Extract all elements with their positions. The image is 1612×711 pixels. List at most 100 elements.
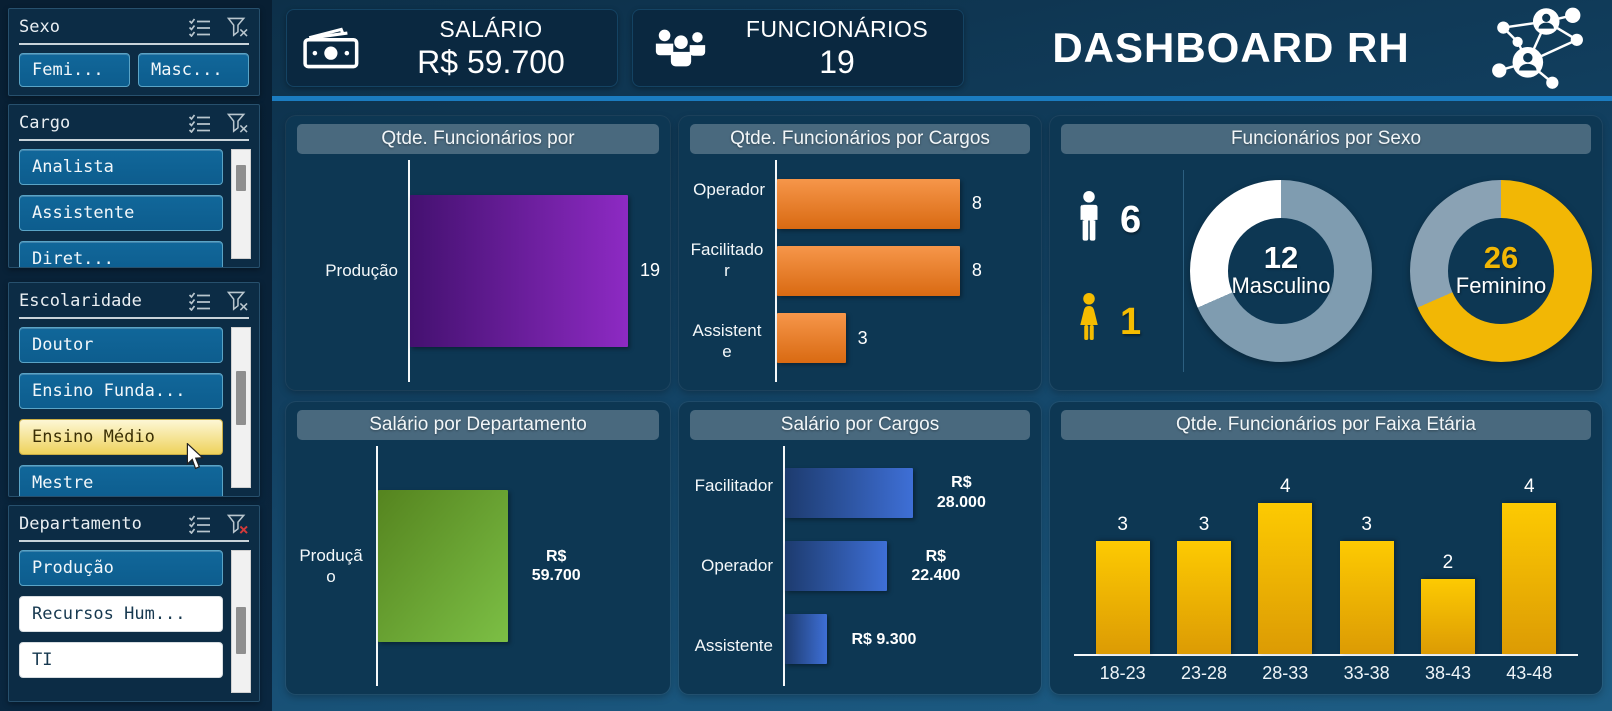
value-label: 4 — [1280, 476, 1291, 498]
donut-feminino: 26 Feminino — [1410, 180, 1592, 362]
kpi-label: FUNCIONÁRIOS — [745, 15, 929, 42]
slicer-item-producao[interactable]: Produção — [19, 550, 223, 586]
slicer-item-label: Ensino Médio — [32, 427, 155, 447]
value-label: 3 — [1117, 513, 1128, 535]
slicer-item-ti[interactable]: TI — [19, 642, 223, 678]
slicer-sidebar: Sexo Femi... Masc... Cargo Ana — [0, 0, 272, 711]
multiselect-icon[interactable] — [188, 514, 212, 534]
chart-funcionarios-por-sexo: Funcionários por Sexo 6 1 — [1050, 116, 1602, 390]
slicer-item-feminino[interactable]: Femi... — [19, 53, 130, 87]
kpi-card-salario: SALÁRIO R$ 59.700 — [286, 9, 618, 87]
chart-funcionarios-por-faixa-etaria: Qtde. Funcionários por Faixa Etária 3 3 … — [1050, 402, 1602, 694]
bar-18-23 — [1095, 540, 1150, 654]
header-divider — [272, 96, 1612, 101]
clear-filter-icon[interactable] — [226, 17, 249, 38]
slicer-item-doutor[interactable]: Doutor — [19, 327, 223, 363]
category-label: Operador — [693, 180, 765, 200]
scrollbar-thumb[interactable] — [236, 165, 246, 192]
slicer-item-ensino-fundamental[interactable]: Ensino Funda... — [19, 373, 223, 409]
multiselect-icon[interactable] — [188, 113, 212, 133]
chart-title: Qtde. Funcionários por — [297, 124, 659, 154]
scrollbar-thumb[interactable] — [236, 607, 246, 654]
value-label: 8 — [971, 260, 982, 281]
chart-title: Salário por Cargos — [690, 410, 1030, 440]
scrollbar-thumb[interactable] — [236, 370, 246, 425]
donut-value: 26 — [1483, 240, 1519, 276]
chart-title: Qtde. Funcionários por Faixa Etária — [1061, 410, 1591, 440]
bar-23-28 — [1176, 540, 1231, 654]
bar-38-43 — [1420, 578, 1475, 654]
bar-43-48 — [1502, 503, 1557, 654]
slicer-item-label: Recursos Hum... — [32, 604, 186, 624]
value-label: 19 — [639, 260, 660, 281]
chart-title: Salário por Departamento — [297, 410, 659, 440]
slicer-item-mestre[interactable]: Mestre — [19, 465, 223, 496]
slicer-item-diretor[interactable]: Diret... — [19, 241, 223, 268]
donut-label: Feminino — [1455, 272, 1547, 298]
value-label: R$ 22.400 — [911, 547, 961, 584]
clear-filter-icon[interactable] — [226, 113, 249, 134]
chart-funcionarios-por-cargos: Qtde. Funcionários por Cargos Operador F… — [679, 116, 1041, 390]
slicer-header: Departamento — [19, 512, 249, 542]
value-label: 8 — [971, 192, 982, 213]
slicer-scrollbar[interactable] — [231, 550, 251, 693]
slicer-scrollbar[interactable] — [231, 327, 251, 488]
category-label: Facilitador — [694, 476, 773, 496]
slicer-item-label: Masc... — [151, 60, 223, 80]
people-icon — [633, 26, 729, 70]
slicer-item-label: Femi... — [32, 60, 104, 80]
slicer-header: Sexo — [19, 15, 249, 45]
slicer-item-analista[interactable]: Analista — [19, 149, 223, 185]
category-label: Facilitador — [690, 240, 764, 281]
value-label: R$ 59.700 — [531, 547, 581, 584]
clear-filter-icon[interactable] — [226, 291, 249, 312]
slicer-title: Escolaridade — [19, 291, 142, 311]
value-label: R$ 9.300 — [851, 630, 917, 648]
header-bar: SALÁRIO R$ 59.700 FUNCIONÁRIOS 19 DASHBO… — [272, 0, 1612, 96]
bar-facilitador — [777, 245, 960, 296]
bar-operador — [777, 178, 960, 229]
bar-operador-salario — [785, 540, 888, 591]
slicer-title: Cargo — [19, 113, 71, 133]
value-label: 3 — [857, 327, 868, 348]
slicer-item-masculino[interactable]: Masc... — [138, 53, 249, 87]
slicer-item-assistente[interactable]: Assistente — [19, 195, 223, 231]
multiselect-icon[interactable] — [188, 17, 212, 37]
slicer-item-label: Doutor — [32, 335, 94, 355]
bar-28-33 — [1258, 503, 1313, 654]
clear-filter-active-icon[interactable] — [226, 514, 249, 535]
category-label: Produção — [325, 261, 398, 281]
chart-title: Funcionários por Sexo — [1061, 124, 1591, 154]
slicer-title: Sexo — [19, 17, 60, 37]
slicer-escolaridade: Escolaridade Doutor Ensino Funda... Ensi… — [8, 282, 260, 497]
female-count: 1 — [1120, 301, 1142, 343]
bar-producao-salario — [378, 490, 508, 642]
slicer-departamento: Departamento Produção Recursos Hum... TI — [8, 505, 260, 702]
slicer-item-label: Ensino Funda... — [32, 381, 186, 401]
bar-producao — [410, 195, 628, 347]
male-count: 6 — [1120, 199, 1142, 241]
value-label: 2 — [1442, 551, 1454, 573]
slicer-header: Cargo — [19, 111, 249, 141]
male-icon — [1074, 186, 1104, 255]
slicer-item-recursos-humanos[interactable]: Recursos Hum... — [19, 596, 223, 632]
multiselect-icon[interactable] — [188, 291, 212, 311]
category-label: 28-33 — [1262, 663, 1309, 683]
kpi-value: R$ 59.700 — [417, 43, 565, 80]
chart-salario-por-cargos: Salário por Cargos Facilitador Operador … — [679, 402, 1041, 694]
chart-salario-por-departamento: Salário por Departamento Produção R$ 59.… — [286, 402, 670, 694]
bar-33-38 — [1339, 540, 1394, 654]
kpi-value: 19 — [819, 43, 855, 80]
people-network-icon — [1484, 5, 1588, 91]
slicer-header: Escolaridade — [19, 289, 249, 319]
slicer-item-label: Produção — [32, 558, 114, 578]
slicer-scrollbar[interactable] — [231, 149, 251, 259]
female-icon — [1074, 289, 1104, 356]
slicer-title: Departamento — [19, 514, 142, 534]
slicer-item-label: Diret... — [32, 249, 114, 268]
legend-divider — [1182, 170, 1184, 372]
slicer-sexo: Sexo Femi... Masc... — [8, 8, 260, 96]
charts-grid: Qtde. Funcionários por Produção 19 Qtde. — [286, 116, 1602, 694]
category-label: 33-38 — [1343, 663, 1390, 683]
